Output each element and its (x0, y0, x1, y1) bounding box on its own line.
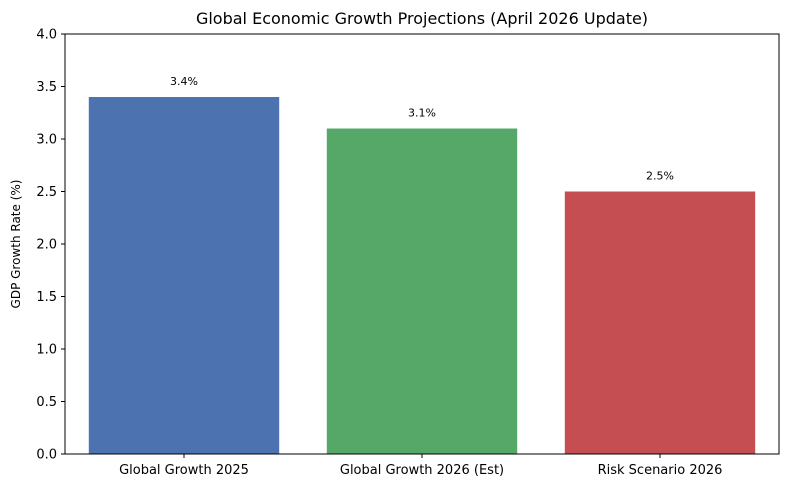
x-tick-label-1: Global Growth 2025 (119, 463, 249, 478)
bar-1 (88, 97, 280, 454)
bar-3 (564, 191, 756, 454)
y-tick-label-9: 4.0 (36, 28, 57, 43)
data-label-3: 2.5% (646, 170, 674, 183)
y-tick-label-1: 0.0 (36, 448, 57, 463)
x-tick-label-2: Global Growth 2026 (Est) (340, 463, 504, 478)
y-tick-label-6: 2.5 (36, 185, 57, 200)
y-tick-label-2: 0.5 (36, 395, 57, 410)
y-axis-label: GDP Growth Rate (%) (9, 180, 23, 309)
bar-2 (326, 128, 518, 454)
plot-frame (64, 33, 780, 455)
chart-title: Global Economic Growth Projections (Apri… (196, 9, 648, 28)
data-label-1: 3.4% (170, 75, 198, 88)
plot-area: 3.4% Global Growth 2025 3.1% Global Growth … (36, 28, 780, 478)
y-tick-label-8: 3.5 (36, 80, 57, 95)
y-tick-label-7: 3.0 (36, 133, 57, 148)
y-tick-label-3: 1.0 (36, 343, 57, 358)
x-tick-label-3: Risk Scenario 2026 (598, 463, 723, 478)
y-tick-label-5: 2.0 (36, 238, 57, 253)
data-label-2: 3.1% (408, 107, 436, 120)
y-tick-label-4: 1.5 (36, 290, 57, 305)
